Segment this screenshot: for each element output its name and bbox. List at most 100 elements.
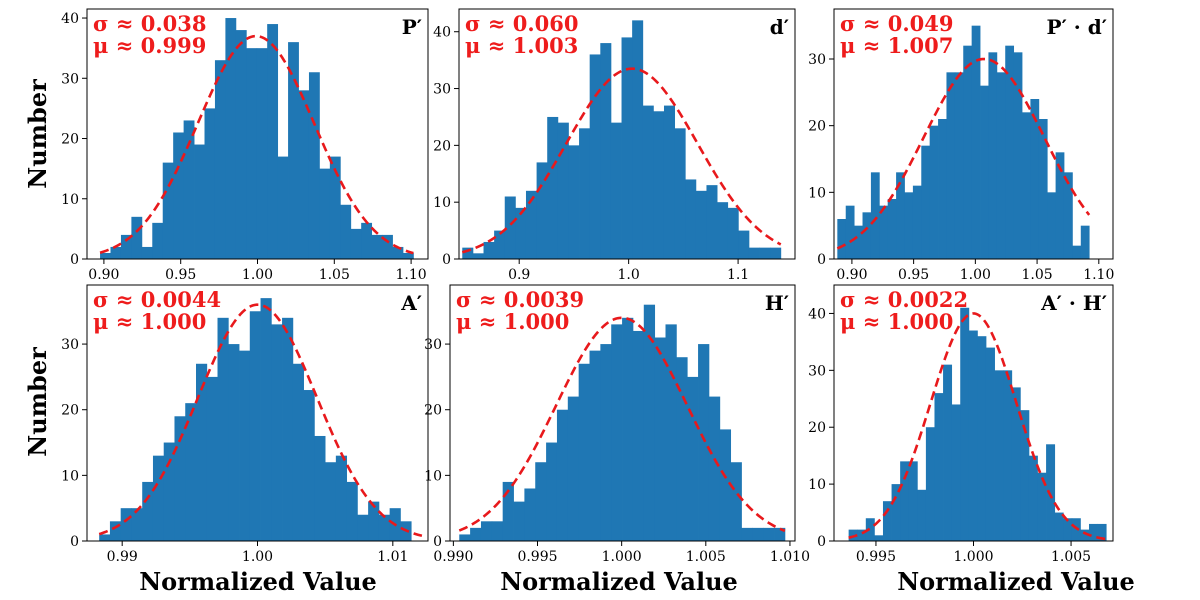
histogram-bar bbox=[738, 230, 750, 259]
y-tick-label: 10 bbox=[433, 195, 451, 211]
histogram-bar bbox=[870, 172, 880, 259]
x-tick-label: 0.90 bbox=[88, 267, 119, 283]
histogram-bar bbox=[622, 317, 634, 541]
histogram-bar bbox=[1028, 455, 1038, 541]
histogram-bar bbox=[340, 204, 352, 259]
y-tick-label: 40 bbox=[433, 25, 451, 41]
histogram-bar bbox=[303, 390, 315, 541]
histogram-bar bbox=[759, 247, 771, 259]
histogram-bar bbox=[938, 119, 947, 259]
histogram-bar bbox=[752, 527, 764, 541]
histogram-bar bbox=[741, 527, 753, 541]
histogram-bar bbox=[748, 247, 760, 259]
histogram-bar bbox=[194, 144, 205, 259]
histogram-bar bbox=[642, 105, 654, 259]
histogram-bar bbox=[610, 122, 622, 259]
histogram-bar bbox=[152, 455, 165, 541]
histogram-bar bbox=[963, 45, 973, 259]
histogram-bar bbox=[977, 336, 987, 541]
x-tick-label: 0.99 bbox=[107, 549, 138, 565]
x-tick-label: 1.00 bbox=[242, 267, 273, 283]
histogram-bar bbox=[1038, 119, 1048, 259]
histogram-bar bbox=[568, 145, 580, 259]
histogram-bar bbox=[1047, 192, 1056, 259]
gaussian-fit-curve bbox=[98, 303, 423, 538]
histogram-bar bbox=[674, 128, 686, 259]
histogram-bar bbox=[632, 330, 645, 541]
histogram-bar bbox=[621, 37, 633, 259]
histogram-bar bbox=[459, 534, 471, 541]
histogram-bar bbox=[163, 442, 175, 541]
histogram-bar bbox=[980, 85, 989, 259]
ylabel-top: Number bbox=[23, 79, 52, 189]
histogram-bar bbox=[546, 442, 558, 541]
sigma-label: σ ≈ 0.0044 bbox=[93, 287, 221, 312]
y-tick-label: 10 bbox=[808, 477, 826, 493]
histogram-bar bbox=[402, 252, 414, 259]
histogram-bar bbox=[578, 363, 590, 541]
histogram-bar bbox=[589, 54, 601, 260]
histogram-bar bbox=[141, 246, 153, 259]
histogram-bar bbox=[994, 370, 1004, 541]
histogram-bar bbox=[1080, 529, 1090, 541]
histogram-bar bbox=[579, 128, 591, 259]
histogram-bar bbox=[654, 337, 666, 541]
histogram-bar bbox=[665, 324, 677, 541]
x-tick-label: 0.995 bbox=[856, 549, 896, 565]
histogram-bar bbox=[206, 376, 218, 541]
histogram-bar bbox=[131, 508, 143, 541]
y-tick-label: 20 bbox=[61, 403, 79, 419]
histogram-bar bbox=[335, 455, 348, 541]
histogram-bar bbox=[1037, 472, 1047, 541]
histogram-bar bbox=[946, 72, 956, 259]
y-tick-label: 10 bbox=[61, 192, 79, 208]
histogram-bar bbox=[1063, 518, 1073, 541]
histogram-bar bbox=[874, 535, 884, 541]
y-tick-label: 20 bbox=[808, 420, 826, 436]
histogram-bar bbox=[730, 462, 742, 541]
histogram-bar bbox=[277, 156, 289, 259]
x-tick-label: 1.005 bbox=[1051, 549, 1091, 565]
histogram-bar bbox=[1022, 112, 1031, 259]
histogram-bar bbox=[706, 185, 718, 259]
histogram-bar bbox=[470, 527, 482, 541]
histogram-bar bbox=[600, 344, 612, 541]
histogram-bar bbox=[100, 252, 111, 259]
histogram-bar bbox=[611, 324, 623, 541]
histogram-bar bbox=[1055, 152, 1065, 259]
histogram-bar bbox=[589, 350, 601, 541]
histogram-bar bbox=[267, 24, 279, 260]
y-tick-label: 20 bbox=[424, 403, 442, 419]
panel-label: H′ bbox=[765, 291, 789, 315]
histogram-bar bbox=[371, 234, 383, 259]
mu-label: μ ≈ 1.007 bbox=[840, 33, 953, 58]
histogram-bar bbox=[643, 304, 656, 541]
histogram-bar bbox=[857, 529, 867, 541]
mu-label: μ ≈ 1.003 bbox=[465, 33, 578, 58]
histogram-panel: 0.90 0.95 1.00 1.05 1.10 0 10 20 30 40 σ ≈ 0.038μ … bbox=[61, 8, 429, 283]
sigma-label: σ ≈ 0.0022 bbox=[840, 287, 968, 312]
histogram-bar bbox=[99, 534, 111, 541]
histogram-bar bbox=[1011, 387, 1021, 541]
histogram-bar bbox=[314, 435, 326, 541]
y-tick-label: 30 bbox=[61, 337, 79, 353]
axes-frame bbox=[449, 284, 796, 542]
histogram-bar bbox=[676, 357, 688, 541]
histogram-bar bbox=[120, 234, 132, 259]
histogram-bar bbox=[131, 216, 143, 259]
histogram-bar bbox=[204, 108, 216, 260]
x-tick-label: 0.990 bbox=[433, 549, 473, 565]
y-tick-label: 20 bbox=[433, 138, 451, 154]
histogram-bar bbox=[196, 363, 208, 541]
x-tick-label: 1.000 bbox=[602, 549, 642, 565]
histogram-bar bbox=[350, 228, 362, 259]
x-tick-label: 1.000 bbox=[953, 549, 993, 565]
x-tick-label: 1.1 bbox=[727, 267, 749, 283]
histogram-bar bbox=[472, 253, 484, 259]
histogram-bar bbox=[525, 190, 537, 259]
x-tick-label: 1.005 bbox=[686, 549, 726, 565]
histogram-bar bbox=[480, 521, 493, 541]
axes-frame bbox=[458, 8, 796, 260]
histogram-bar bbox=[346, 481, 358, 541]
